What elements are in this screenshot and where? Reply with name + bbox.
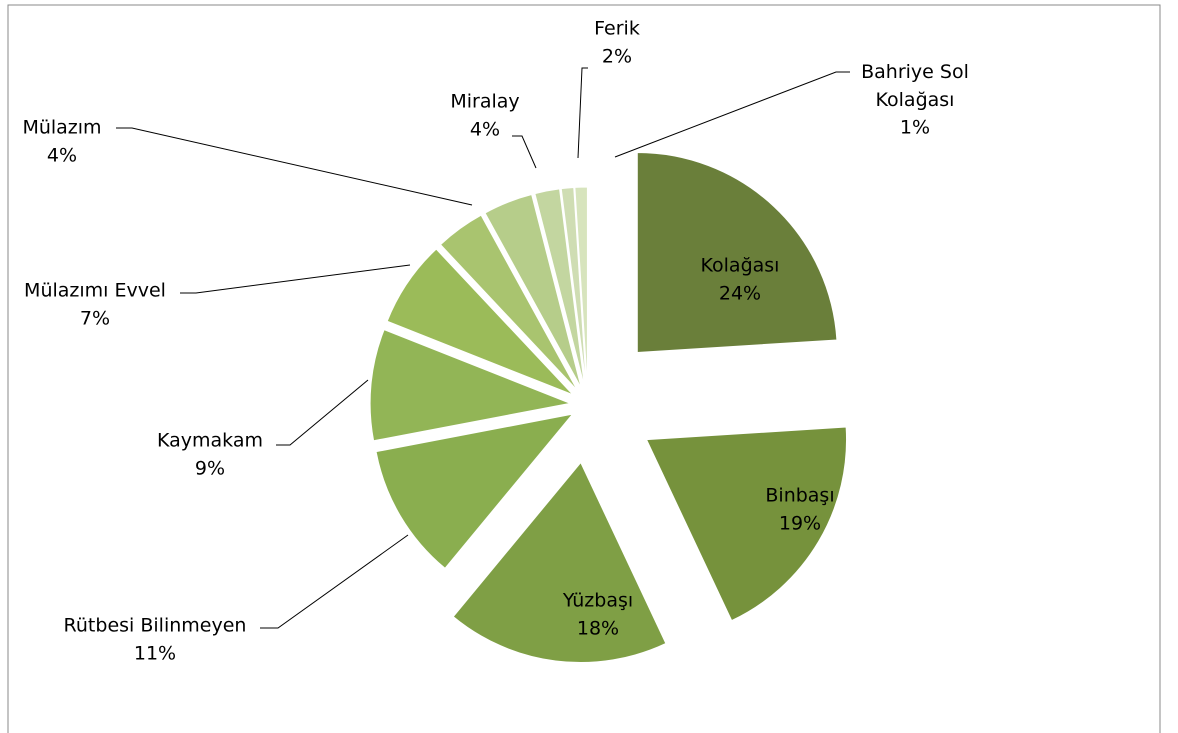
leader-line <box>276 379 369 446</box>
data-label-value: 11% <box>134 643 176 665</box>
pie-slice <box>484 193 582 389</box>
leader-line <box>577 67 588 159</box>
data-label-value: 9% <box>195 458 225 480</box>
pie-slice <box>386 248 574 396</box>
data-label: Rütbesi Bilinmeyen <box>64 615 247 637</box>
leader-line <box>614 71 850 158</box>
data-label: Mülazımı Evvel <box>24 280 166 302</box>
data-label-value: 18% <box>577 618 619 640</box>
data-label-value: 19% <box>779 513 821 535</box>
pie-slice <box>574 186 588 388</box>
data-label-value: 4% <box>470 119 500 141</box>
pie-slice <box>439 214 578 391</box>
data-label-value: 24% <box>719 283 761 305</box>
pie-slice <box>534 188 586 388</box>
pie-slice <box>645 426 848 622</box>
pie-slice <box>560 186 587 388</box>
data-label: Binbaşı <box>765 485 834 507</box>
data-label: Yüzbaşı <box>562 590 633 612</box>
data-label: Kolağası <box>701 255 780 277</box>
pie-slice <box>375 413 574 569</box>
data-label-value: 7% <box>80 308 110 330</box>
data-label-line: Kolağası <box>876 89 955 111</box>
data-label: Bahriye Sol Kolağası <box>861 61 969 111</box>
leader-line <box>116 127 473 206</box>
data-label: Mülazım <box>22 117 101 139</box>
data-label: Miralay <box>450 91 519 113</box>
data-label-value: 4% <box>47 145 77 167</box>
pie-slice <box>636 152 838 354</box>
data-label-value: 1% <box>900 117 930 139</box>
data-label-line: Bahriye Sol <box>861 61 969 83</box>
data-label: Kaymakam <box>157 430 263 452</box>
data-label: Ferik <box>594 18 640 40</box>
data-label-value: 2% <box>602 46 632 68</box>
pie-slice <box>369 329 572 442</box>
leader-line <box>260 534 409 629</box>
leader-line <box>512 135 537 169</box>
leader-line <box>180 264 411 294</box>
pie-slice <box>452 461 667 664</box>
